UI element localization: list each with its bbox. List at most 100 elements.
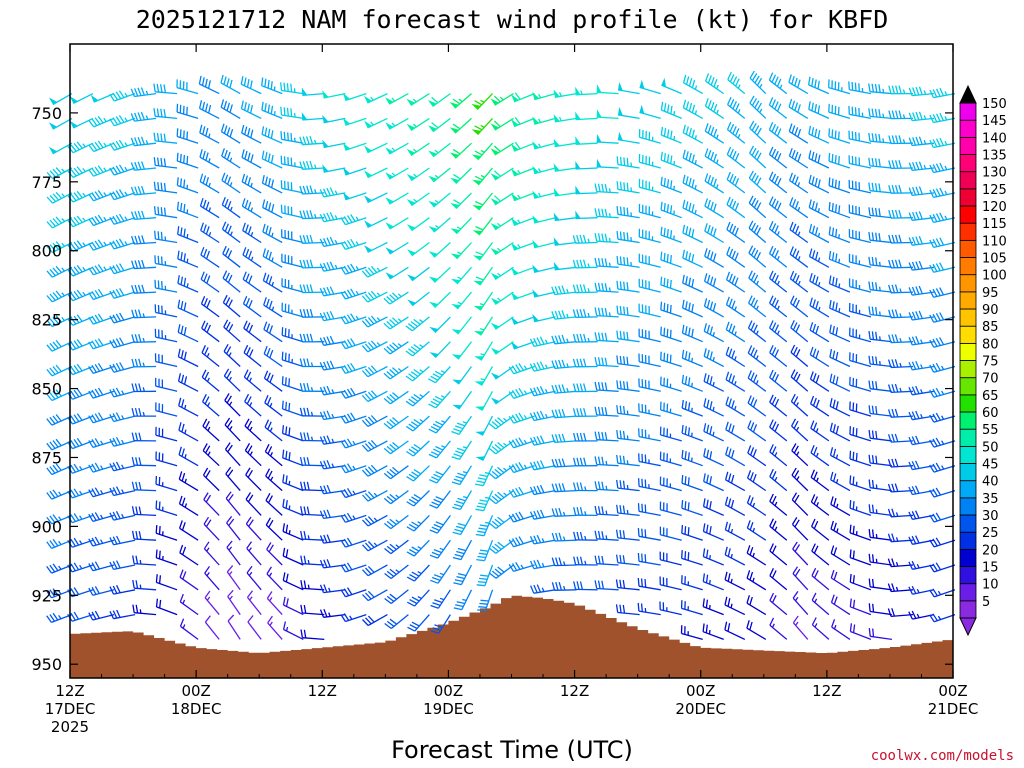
wind-barb bbox=[67, 166, 94, 178]
wind-barb bbox=[362, 539, 388, 552]
colorbar-swatch bbox=[959, 239, 977, 258]
wind-barb bbox=[849, 549, 872, 566]
wind-barb bbox=[888, 309, 914, 319]
y-tick-label: 900 bbox=[31, 517, 62, 536]
wind-barb bbox=[204, 590, 220, 616]
wind-barb bbox=[768, 221, 788, 244]
wind-barb bbox=[703, 423, 724, 442]
wind-barb bbox=[225, 466, 241, 492]
wind-barb bbox=[748, 220, 767, 243]
wind-barb bbox=[340, 488, 367, 499]
wind-barb bbox=[245, 516, 262, 541]
wind-barb bbox=[427, 93, 451, 108]
wind-barb bbox=[768, 171, 788, 194]
wind-barb bbox=[725, 296, 746, 318]
colorbar-label: 45 bbox=[982, 458, 999, 473]
wind-barb bbox=[532, 190, 556, 199]
wind-barb bbox=[282, 474, 304, 492]
wind-barb bbox=[154, 353, 178, 368]
wind-barb bbox=[830, 545, 851, 566]
wind-barb bbox=[638, 428, 661, 442]
wind-barb bbox=[488, 440, 514, 455]
y-axis: 750 775 800 825 850 875 900 925 950 bbox=[31, 104, 953, 674]
wind-barb bbox=[908, 111, 935, 122]
wind-barb bbox=[281, 253, 304, 268]
wind-barb bbox=[452, 390, 473, 410]
wind-barb bbox=[428, 167, 451, 183]
wind-barb bbox=[451, 291, 472, 310]
colorbar-swatch bbox=[959, 377, 977, 396]
wind-barb bbox=[746, 595, 767, 616]
wind-barb bbox=[202, 467, 220, 492]
wind-barb bbox=[281, 376, 304, 392]
wind-barb bbox=[405, 316, 430, 332]
wind-barb bbox=[428, 242, 451, 258]
wind-barb bbox=[529, 386, 556, 397]
wind-barb bbox=[247, 615, 262, 640]
wind-barb bbox=[364, 192, 388, 204]
wind-barb bbox=[130, 161, 157, 171]
wind-barb bbox=[131, 457, 157, 467]
wind-barb bbox=[810, 420, 830, 442]
wind-barb bbox=[342, 142, 367, 151]
wind-barb bbox=[88, 190, 115, 202]
wind-barb bbox=[573, 581, 598, 591]
wind-barb bbox=[615, 579, 640, 591]
wind-barb bbox=[811, 567, 830, 591]
wind-barb bbox=[131, 309, 157, 319]
wind-barb bbox=[222, 294, 241, 318]
wind-barb bbox=[746, 545, 767, 566]
wind-barb bbox=[361, 464, 388, 477]
wind-barb bbox=[262, 248, 283, 268]
wind-barb bbox=[726, 146, 746, 169]
wind-barb bbox=[342, 92, 367, 102]
wind-barb bbox=[109, 585, 136, 595]
wind-barb bbox=[811, 518, 830, 541]
wind-barb bbox=[830, 594, 851, 616]
wind-barb bbox=[868, 504, 892, 517]
wind-barb bbox=[246, 590, 262, 616]
wind-barb bbox=[929, 537, 956, 548]
wind-barb bbox=[340, 313, 367, 325]
wind-barb bbox=[179, 569, 199, 591]
wind-barb bbox=[88, 165, 115, 177]
x-tick-label: 19DEC bbox=[423, 700, 474, 718]
wind-barb bbox=[450, 217, 472, 235]
wind-barb bbox=[280, 155, 304, 169]
wind-barb bbox=[281, 400, 304, 417]
wind-barb bbox=[300, 530, 325, 541]
wind-barb bbox=[176, 128, 199, 144]
wind-barb bbox=[155, 475, 178, 492]
wind-barb bbox=[67, 363, 94, 376]
wind-barb bbox=[261, 174, 283, 194]
wind-barb bbox=[659, 401, 682, 417]
wind-barb bbox=[680, 625, 703, 641]
wind-barb bbox=[572, 309, 598, 319]
colorbar-top-arrow bbox=[959, 84, 977, 104]
wind-barb bbox=[154, 279, 178, 293]
wind-barb bbox=[407, 266, 430, 282]
wind-barb bbox=[791, 418, 809, 442]
wind-barb bbox=[264, 443, 283, 467]
colorbar-label: 145 bbox=[982, 114, 1007, 129]
wind-barb bbox=[617, 106, 640, 120]
wind-barb bbox=[659, 426, 682, 442]
wind-barb bbox=[594, 282, 619, 293]
wind-barb bbox=[46, 315, 73, 328]
wind-barb bbox=[155, 377, 178, 392]
wind-barb bbox=[702, 573, 724, 591]
colorbar-label: 55 bbox=[982, 423, 999, 438]
wind-barb bbox=[616, 305, 640, 318]
wind-barb bbox=[660, 301, 682, 318]
wind-barb bbox=[868, 529, 892, 541]
wind-barb bbox=[385, 266, 409, 280]
wind-barb bbox=[154, 304, 178, 318]
wind-barb bbox=[385, 167, 409, 180]
wind-barb bbox=[299, 407, 325, 417]
wind-barb bbox=[703, 323, 725, 343]
wind-barb bbox=[511, 167, 535, 177]
wind-barb bbox=[868, 330, 892, 343]
wind-barb bbox=[808, 150, 830, 169]
wind-barb bbox=[829, 348, 851, 368]
